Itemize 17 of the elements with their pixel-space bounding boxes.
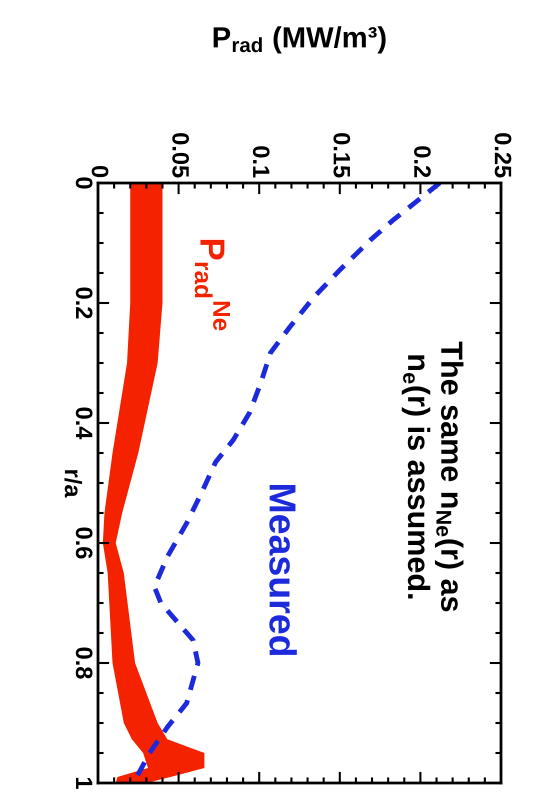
y-tick-label: 0.8 <box>76 648 93 679</box>
legend-label: P$_{rad}$$^{Ne}$ <box>194 240 230 330</box>
y-tick-label: 0.4 <box>76 408 93 440</box>
y-tick-label: 0.6 <box>76 528 93 559</box>
y-tick-label: 0 <box>76 177 93 189</box>
x-tick-label: 0.15 <box>333 133 350 178</box>
x-tick-label: 0.05 <box>172 133 189 178</box>
x-tick-label: 0.25 <box>494 133 512 178</box>
y-tick-label: 0.2 <box>76 288 93 318</box>
y-tick-label: 1 <box>76 778 92 789</box>
text: The same n$_{Ne}$(r) as n$_{e}$(r) is assumed. <box>402 342 464 612</box>
x-tick-label: 0.1 <box>252 146 270 178</box>
y-axis-title: r/a <box>64 470 82 498</box>
x-axis-title: P$_{rad}$ (MW/m³) <box>214 26 386 54</box>
text: Measured <box>269 484 297 656</box>
x-tick-label: 0.2 <box>414 146 431 178</box>
x-tick-label: 0 <box>92 166 108 178</box>
